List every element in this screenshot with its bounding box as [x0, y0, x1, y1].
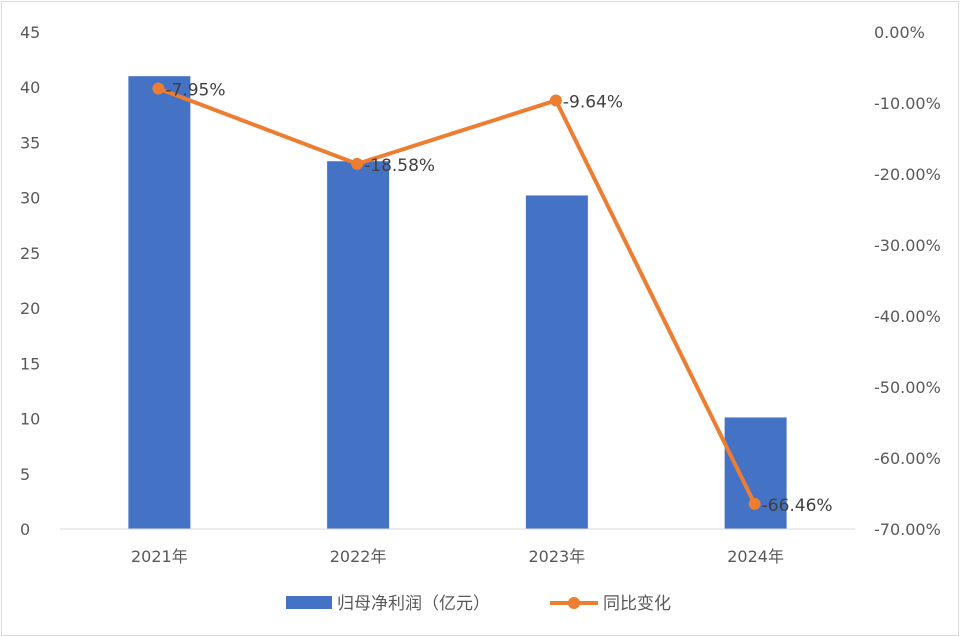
- line-point: [351, 157, 364, 170]
- right-tick-label: -70.00%: [874, 520, 941, 539]
- line-series: [152, 82, 761, 510]
- data-label: -66.46%: [762, 496, 833, 516]
- bar: [724, 417, 787, 529]
- data-labels: -7.95% -18.58% -9.64% -66.46%: [165, 80, 832, 515]
- x-tick-label: 2024年: [727, 547, 784, 566]
- right-tick-label: -60.00%: [874, 449, 941, 468]
- x-tick-label: 2023年: [529, 547, 586, 566]
- line-point: [748, 497, 761, 510]
- series-line: [157, 86, 757, 505]
- right-tick-label: -20.00%: [874, 165, 941, 184]
- right-tick-label: -40.00%: [874, 307, 941, 326]
- x-tick-label: 2022年: [330, 547, 387, 566]
- left-tick-label: 45: [20, 23, 40, 42]
- x-axis: 2021年 2022年 2023年 2024年: [131, 547, 784, 566]
- x-tick-label: 2021年: [131, 547, 188, 566]
- left-tick-label: 30: [20, 189, 40, 208]
- legend-label: 同比变化: [603, 594, 671, 614]
- line-point: [152, 82, 165, 95]
- right-axis: 0.00% -10.00% -20.00% -30.00% -40.00% -50.00%…: [874, 23, 941, 539]
- bar-series: [128, 76, 787, 530]
- left-tick-label: 10: [20, 410, 40, 429]
- legend: 归母净利润（亿元） 同比变化: [286, 594, 671, 614]
- legend-swatch-marker: [568, 597, 580, 609]
- left-tick-label: 15: [20, 354, 40, 373]
- right-tick-label: -10.00%: [874, 94, 941, 113]
- right-tick-label: -30.00%: [874, 236, 941, 255]
- right-tick-label: -50.00%: [874, 378, 941, 397]
- data-label: -18.58%: [364, 156, 435, 176]
- left-tick-label: 0: [20, 520, 30, 539]
- legend-swatch-bar: [286, 596, 332, 609]
- left-tick-label: 5: [20, 465, 30, 484]
- left-tick-label: 40: [20, 78, 40, 97]
- data-label: -9.64%: [563, 92, 623, 112]
- line-point: [549, 94, 562, 107]
- bar: [327, 161, 390, 529]
- legend-label: 归母净利润（亿元）: [337, 594, 490, 614]
- bar: [525, 195, 588, 530]
- right-tick-label: 0.00%: [874, 23, 925, 42]
- left-tick-label: 25: [20, 244, 40, 263]
- left-axis: 0 5 10 15 20 25 30 35 40 45: [20, 23, 40, 539]
- left-tick-label: 20: [20, 299, 40, 318]
- left-tick-label: 35: [20, 133, 40, 152]
- data-label: -7.95%: [165, 80, 225, 100]
- bar: [128, 76, 191, 529]
